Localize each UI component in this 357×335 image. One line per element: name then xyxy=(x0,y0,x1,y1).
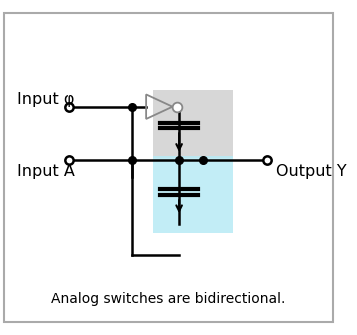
Text: Analog switches are bidirectional.: Analog switches are bidirectional. xyxy=(51,292,285,306)
Text: Output Y: Output Y xyxy=(276,164,347,179)
Text: Input A: Input A xyxy=(17,164,75,179)
Text: Input φ: Input φ xyxy=(17,92,74,107)
Bar xyxy=(153,90,233,157)
Bar xyxy=(153,156,233,233)
